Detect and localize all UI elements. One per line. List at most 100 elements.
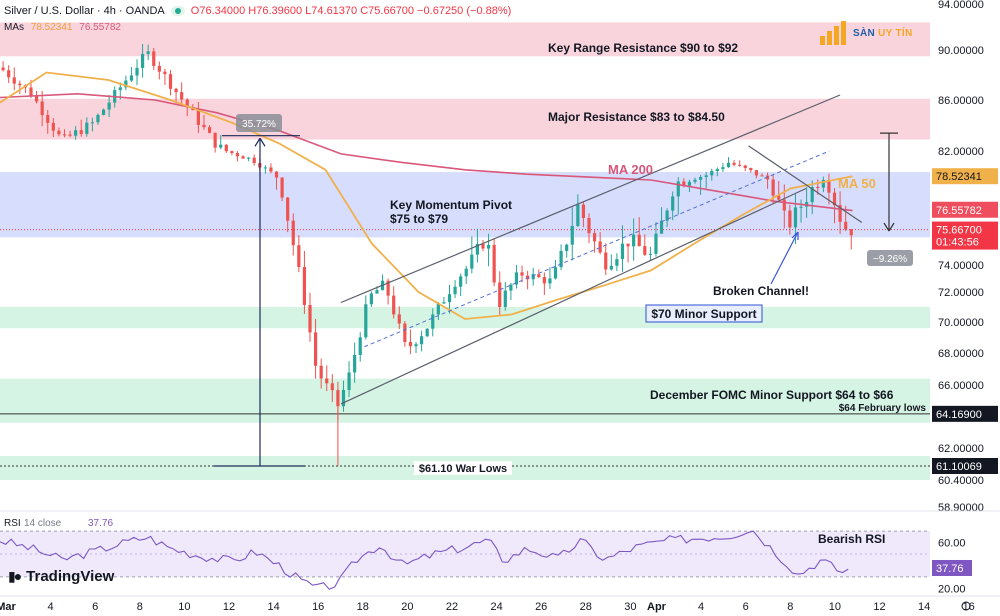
candle-up [531, 274, 535, 280]
time-tick: Mar [0, 601, 16, 613]
candle-up [464, 268, 468, 277]
candle-down [788, 210, 792, 228]
candle-up [503, 290, 507, 307]
candle-up [475, 243, 479, 255]
time-tick: 16 [312, 601, 324, 613]
time-tick: 10 [829, 601, 841, 613]
candle-down [782, 199, 786, 211]
candle-down [408, 342, 413, 347]
major-resistance-label: Major Resistance $83 to $84.50 [548, 110, 725, 124]
candle-up [247, 157, 251, 159]
candle-down [230, 151, 234, 154]
time-tick: 14 [267, 601, 279, 613]
zone-band-3 [0, 307, 930, 329]
candle-up [90, 122, 94, 124]
broken-arrow-shaft [770, 231, 799, 285]
candle-up [721, 167, 725, 170]
ma50-price-tag: 78.52341 [936, 171, 982, 183]
time-axis[interactable]: Mar 4 6 8 10 12 14 16 18 20 22 24 26 28 30 Apr 4 6 8 10 12 14… [0, 595, 1000, 613]
candle-up [358, 337, 362, 355]
candle-down [202, 124, 206, 128]
candle-down [185, 99, 189, 108]
measure-up-arrowhead [254, 137, 266, 147]
time-tick: 6 [743, 601, 749, 613]
broken-channel-label: Broken Channel! [713, 284, 809, 298]
ma200-price-tag: 76.55782 [936, 205, 982, 217]
candle-down [481, 243, 485, 249]
chart-header: Silver / U.S. Dollar · 4h · OANDA O76.34… [0, 0, 930, 22]
candle-up [615, 259, 619, 266]
time-tick: 24 [490, 601, 502, 613]
candle-up [548, 278, 552, 284]
brand-part-b: UY TÍN [878, 27, 913, 39]
candle-down [827, 179, 831, 193]
candle-down [392, 295, 396, 315]
candle-up [459, 276, 463, 287]
price-tick: 68.00000 [938, 348, 984, 360]
candle-up [263, 167, 267, 169]
candle-down [492, 244, 496, 283]
pct-up-badge [236, 114, 282, 132]
last-price-tag-bg [932, 221, 998, 250]
candle-up [135, 67, 139, 76]
candle-down [498, 282, 502, 307]
time-tick: 12 [223, 601, 235, 613]
candle-down [626, 243, 630, 247]
candle-up [347, 372, 351, 390]
candle-down [592, 233, 597, 242]
candle-down [777, 195, 781, 200]
bearish-rsi-label: Bearish RSI [818, 532, 885, 546]
candle-down [849, 229, 853, 236]
time-tick: 4 [698, 601, 704, 613]
key-range-label: Key Range Resistance $90 to $92 [548, 41, 738, 55]
time-tick: 26 [535, 601, 547, 613]
time-tick: 18 [357, 601, 369, 613]
rsi-line [0, 530, 849, 590]
ma200-label: MA 200 [608, 162, 653, 177]
candle-down [732, 162, 736, 165]
candle-down [152, 51, 156, 66]
candle-down [844, 221, 848, 230]
candle-down [79, 130, 83, 134]
channel-mid-line [364, 150, 830, 348]
symbol-title[interactable]: Silver / U.S. Dollar · 4h · OANDA [4, 5, 165, 17]
change-value: −0.67250 (−0.88%) [417, 5, 512, 17]
candle-down [40, 101, 44, 116]
candle-down [637, 234, 641, 247]
candle-up [453, 286, 457, 295]
ma-legend[interactable]: MAs 78.52341 76.55782 [4, 22, 121, 33]
candle-down [816, 187, 820, 189]
candle-down [291, 220, 295, 246]
war-lows-price-tag-bg [932, 458, 998, 474]
tradingview-text: TradingView [26, 568, 115, 585]
candle-down [274, 171, 279, 178]
candle-down [397, 314, 401, 324]
candle-up [369, 293, 373, 305]
time-tick: 10 [178, 601, 190, 613]
candle-down [235, 153, 240, 157]
ma200-price-tag-bg [932, 201, 998, 218]
candle-up [96, 114, 100, 123]
channel-upper-line [340, 94, 841, 304]
candle-up [420, 336, 424, 345]
settings-gear-icon [961, 601, 971, 611]
brand-name: SÀN UY TÍN [853, 28, 913, 39]
candle-up [129, 75, 134, 81]
candle-up [341, 389, 346, 407]
bar-chart-logo-icon [818, 19, 850, 47]
candle-up [486, 244, 491, 249]
price-tick: 72.00000 [938, 287, 984, 299]
candle-layer [1, 44, 853, 466]
rsi-value-tag: 37.76 [936, 563, 964, 575]
candle-up [118, 87, 122, 91]
candle-down [838, 205, 842, 222]
minor70-label: $70 Minor Support [651, 307, 756, 321]
ma50-price-tag-bg [932, 168, 998, 185]
candle-down [682, 181, 686, 186]
channel-lower-line [340, 187, 807, 405]
rsi-panel[interactable]: RSI 14 close 37.76 Bearish RSI 60.00 20.00 37.… [0, 510, 1000, 596]
candle-up [447, 294, 452, 303]
price-tick: 70.00000 [938, 317, 984, 329]
candle-down [302, 267, 307, 305]
